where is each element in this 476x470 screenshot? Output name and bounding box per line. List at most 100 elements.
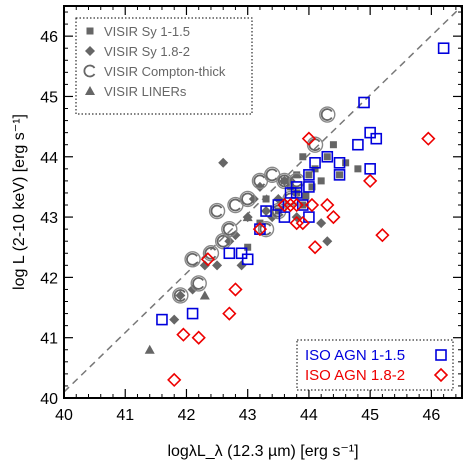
data-point (273, 193, 284, 204)
data-point (370, 132, 383, 145)
data-point (144, 344, 155, 354)
data-point (253, 174, 266, 188)
data-point (173, 289, 186, 302)
data-point (192, 277, 204, 290)
data-point (186, 252, 198, 266)
x-tick-label: 41 (116, 407, 134, 424)
compton-thick-ring (190, 275, 207, 292)
data-point (287, 183, 295, 191)
legend-entry: ISO AGN 1-1.5 (305, 347, 405, 364)
data-point (200, 252, 216, 267)
data-point (277, 197, 292, 213)
compton-thick-ring (208, 202, 226, 220)
data-point (290, 181, 303, 193)
data-point (279, 175, 290, 186)
data-point (437, 42, 450, 55)
data-point (289, 215, 304, 231)
legend-entry: VISIR Sy 1-1.5 (104, 24, 190, 39)
data-point (265, 168, 278, 182)
data-point (169, 314, 180, 325)
legend-marker (435, 349, 447, 361)
data-point (289, 197, 304, 213)
data-point (248, 193, 259, 204)
compton-thick-ring (239, 190, 256, 208)
y-tick-label: 44 (40, 150, 58, 167)
y-tick-label: 40 (40, 391, 58, 408)
compton-thick-ring (257, 220, 275, 238)
y-tick-label: 41 (40, 331, 58, 348)
data-point (317, 177, 325, 185)
data-point (290, 174, 302, 188)
data-point (305, 171, 313, 179)
legend-marker (85, 86, 95, 95)
data-point (175, 290, 186, 301)
data-point (293, 189, 301, 197)
data-point (358, 96, 370, 109)
data-point (252, 222, 268, 237)
data-point (322, 236, 333, 247)
legend-box-iso (296, 339, 454, 391)
data-point (176, 327, 191, 342)
data-point (283, 197, 298, 213)
data-point (299, 153, 307, 161)
legend-marker (83, 64, 96, 78)
x-tick-label: 44 (300, 407, 318, 424)
data-point (295, 215, 310, 231)
data-point (242, 212, 253, 222)
compton-thick-ring (202, 245, 220, 262)
legend-marker (86, 27, 94, 35)
data-point (307, 240, 323, 255)
data-point (191, 330, 206, 345)
data-point (309, 157, 321, 169)
compton-thick-ring (319, 106, 336, 123)
data-point (278, 174, 290, 188)
data-point (364, 126, 376, 139)
y-tick-label: 45 (40, 89, 58, 106)
data-point (308, 183, 316, 191)
compton-thick-ring (172, 287, 189, 304)
data-point (375, 228, 390, 243)
y-tick-label: 42 (40, 270, 58, 287)
data-point (321, 150, 334, 163)
data-point (156, 313, 168, 326)
data-point (236, 260, 247, 271)
data-point (218, 157, 229, 168)
data-point (262, 195, 270, 203)
data-point (224, 236, 235, 247)
compton-thick-ring (306, 136, 324, 153)
legend-entry: VISIR Sy 1.8-2 (104, 44, 190, 59)
data-point (364, 163, 376, 175)
data-point (363, 173, 378, 189)
compton-thick-ring (184, 251, 201, 268)
data-point (272, 199, 285, 211)
data-point (223, 247, 236, 260)
legend-entry: VISIR LINERs (104, 84, 187, 99)
data-point (210, 204, 223, 218)
data-point (222, 222, 235, 236)
legend-box-visir (75, 17, 253, 115)
data-point (187, 284, 198, 295)
data-point (222, 306, 237, 321)
data-point (235, 247, 248, 260)
plot-frame (63, 5, 463, 399)
y-tick-label: 43 (40, 210, 58, 227)
data-point (320, 197, 335, 213)
data-point (354, 165, 362, 173)
data-point (333, 157, 346, 169)
x-tick-label: 46 (422, 407, 440, 424)
data-point (302, 192, 310, 200)
data-point (320, 108, 333, 121)
data-point (230, 230, 241, 241)
data-point (244, 243, 252, 251)
compton-thick-ring (282, 190, 299, 208)
data-point (304, 197, 320, 213)
data-point (316, 218, 327, 229)
data-point (326, 209, 341, 225)
data-point (352, 138, 364, 151)
data-point (186, 307, 199, 320)
data-point (167, 372, 182, 388)
data-point (301, 131, 317, 146)
data-point (421, 131, 436, 146)
